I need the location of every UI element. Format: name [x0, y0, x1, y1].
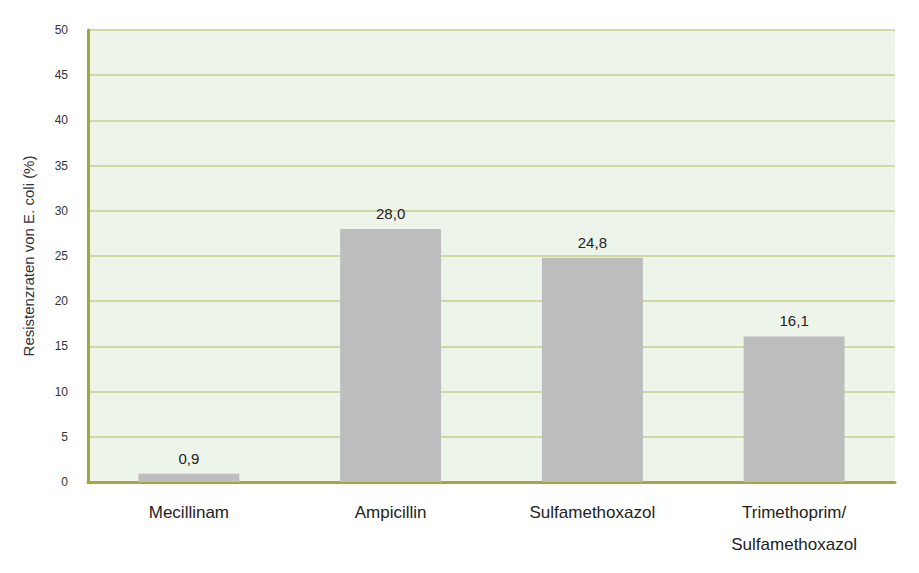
svg-text:0: 0	[61, 475, 68, 489]
svg-text:Ampicillin: Ampicillin	[355, 503, 427, 522]
svg-text:35: 35	[55, 159, 69, 173]
svg-text:45: 45	[55, 68, 69, 82]
svg-text:30: 30	[55, 204, 69, 218]
svg-text:24,8: 24,8	[578, 234, 607, 251]
svg-text:Resistenzraten von E. coli (%): Resistenzraten von E. coli (%)	[20, 156, 37, 357]
svg-text:15: 15	[55, 339, 69, 353]
svg-text:40: 40	[55, 113, 69, 127]
svg-text:25: 25	[55, 249, 69, 263]
svg-text:Sulfamethoxazol: Sulfamethoxazol	[731, 535, 857, 554]
svg-text:Mecillinam: Mecillinam	[149, 503, 229, 522]
svg-text:10: 10	[55, 385, 69, 399]
svg-text:20: 20	[55, 294, 69, 308]
svg-text:28,0: 28,0	[376, 205, 405, 222]
svg-text:0,9: 0,9	[178, 450, 199, 467]
svg-text:5: 5	[61, 430, 68, 444]
svg-text:16,1: 16,1	[780, 312, 809, 329]
svg-text:Sulfamethoxazol: Sulfamethoxazol	[530, 503, 656, 522]
svg-text:50: 50	[55, 23, 69, 37]
svg-text:Trimethoprim/: Trimethoprim/	[742, 503, 846, 522]
